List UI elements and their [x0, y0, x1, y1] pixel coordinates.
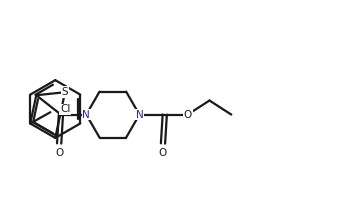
- Text: N: N: [135, 110, 143, 120]
- Text: S: S: [62, 87, 68, 97]
- Text: Cl: Cl: [60, 104, 71, 114]
- Text: N: N: [82, 110, 90, 120]
- Text: O: O: [183, 110, 192, 120]
- Text: O: O: [55, 148, 63, 158]
- Text: O: O: [159, 148, 167, 158]
